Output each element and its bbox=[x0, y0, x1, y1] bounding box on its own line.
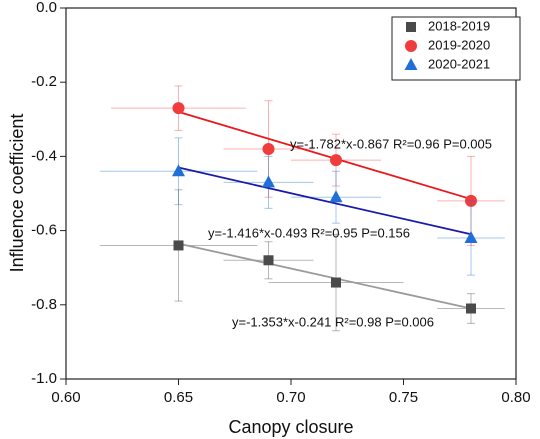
x-tick-label: 0.60 bbox=[51, 389, 80, 406]
point bbox=[329, 190, 343, 203]
point bbox=[173, 240, 184, 251]
x-axis-title: Canopy closure bbox=[228, 417, 353, 437]
point bbox=[466, 303, 476, 314]
x-tick-label: 0.70 bbox=[276, 389, 305, 406]
point bbox=[263, 255, 274, 266]
point bbox=[464, 231, 478, 244]
fit-line bbox=[178, 166, 472, 236]
y-tick-label: -0.6 bbox=[31, 222, 57, 239]
fit-annotation: y=-1.782*x-0.867 R²=0.96 P=0.005 bbox=[290, 136, 492, 151]
y-tick-label: -0.4 bbox=[31, 147, 57, 164]
point bbox=[172, 102, 185, 115]
x-tick-label: 0.65 bbox=[164, 389, 193, 406]
fit-line bbox=[178, 111, 472, 200]
point bbox=[262, 175, 275, 188]
y-axis-title: Influence coefficient bbox=[7, 114, 27, 273]
legend-marker bbox=[406, 22, 416, 32]
fit-annotation: y=-1.416*x-0.493 R²=0.95 P=0.156 bbox=[208, 225, 410, 240]
point bbox=[331, 277, 341, 288]
legend-marker bbox=[405, 40, 417, 52]
point bbox=[172, 164, 185, 177]
legend-label: 2020-2021 bbox=[428, 56, 490, 71]
fit-line bbox=[178, 242, 472, 310]
legend-label: 2018-2019 bbox=[428, 18, 490, 33]
fit-annotation: y=-1.353*x-0.241 R²=0.98 P=0.006 bbox=[232, 314, 434, 329]
y-tick-label: -1.0 bbox=[31, 370, 57, 387]
y-tick-label: -0.8 bbox=[31, 296, 57, 313]
point bbox=[262, 142, 275, 155]
point bbox=[330, 154, 342, 167]
legend-label: 2019-2020 bbox=[428, 37, 490, 52]
y-tick-label: -0.2 bbox=[31, 73, 57, 90]
y-tick-label: 0.0 bbox=[36, 0, 57, 16]
point bbox=[465, 194, 477, 207]
x-tick-label: 0.75 bbox=[389, 389, 418, 406]
legend-marker bbox=[404, 58, 418, 70]
x-tick-label: 0.80 bbox=[501, 389, 530, 406]
